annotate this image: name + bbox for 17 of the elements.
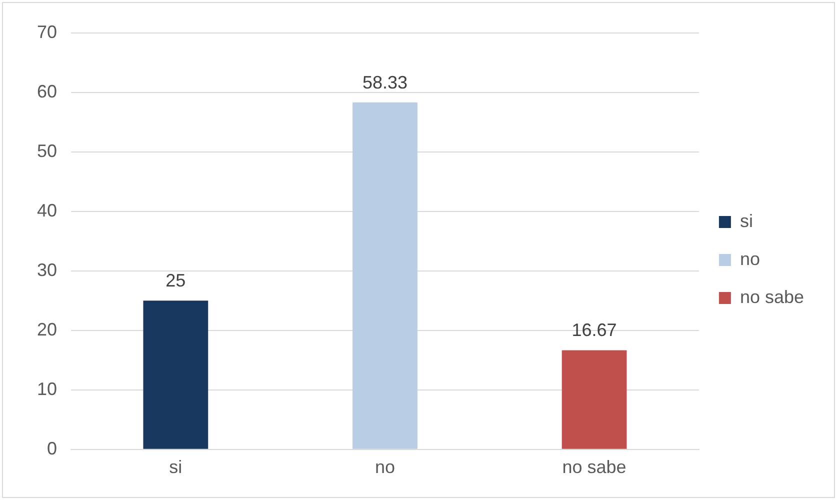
y-tick-label: 10 (36, 378, 58, 399)
legend-label: si (740, 210, 753, 231)
data-label: 58.33 (362, 72, 408, 92)
y-tick-label: 0 (47, 438, 58, 458)
y-tick-label: 60 (36, 81, 58, 102)
y-tick-label: 70 (36, 22, 58, 42)
x-tick-label: si (169, 457, 182, 478)
x-tick-label: no sabe (562, 457, 626, 478)
data-label: 16.67 (572, 320, 617, 340)
data-label: 25 (166, 270, 186, 291)
y-tick-label: 40 (36, 200, 58, 220)
y-tick-label: 30 (36, 260, 58, 280)
x-tick-label: no (374, 457, 395, 478)
legend-label: no (740, 248, 760, 269)
y-tick-label: 50 (36, 140, 58, 161)
y-tick-label: 20 (36, 319, 58, 340)
legend-label: no sabe (740, 286, 804, 307)
